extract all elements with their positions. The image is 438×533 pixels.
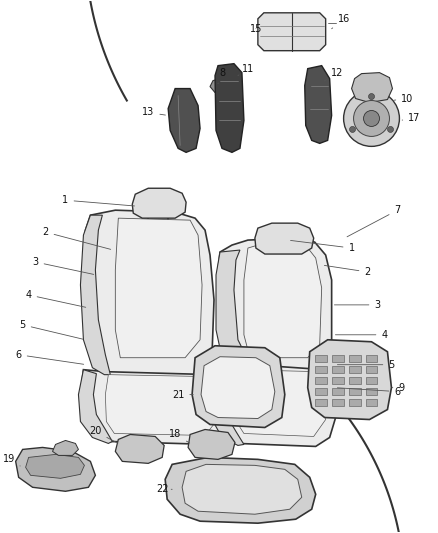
- Polygon shape: [81, 370, 226, 445]
- Circle shape: [388, 126, 393, 132]
- Polygon shape: [215, 63, 244, 152]
- Polygon shape: [165, 457, 316, 523]
- Polygon shape: [332, 366, 343, 373]
- Polygon shape: [366, 377, 378, 384]
- Polygon shape: [349, 377, 360, 384]
- Polygon shape: [115, 434, 164, 463]
- Polygon shape: [332, 387, 343, 394]
- Polygon shape: [352, 72, 392, 102]
- Polygon shape: [16, 447, 95, 491]
- Polygon shape: [314, 355, 327, 362]
- Polygon shape: [210, 78, 226, 93]
- Text: 5: 5: [337, 360, 395, 370]
- Circle shape: [364, 110, 379, 126]
- Polygon shape: [332, 377, 343, 384]
- Text: 19: 19: [3, 455, 20, 466]
- Text: 6: 6: [16, 350, 84, 364]
- Polygon shape: [53, 440, 78, 455]
- Polygon shape: [305, 66, 332, 143]
- Polygon shape: [244, 242, 321, 358]
- Text: 17: 17: [402, 114, 420, 124]
- Text: 1: 1: [290, 240, 355, 253]
- Polygon shape: [314, 377, 327, 384]
- Text: 9: 9: [392, 383, 404, 393]
- Polygon shape: [258, 13, 326, 51]
- Text: 15: 15: [250, 24, 262, 34]
- Polygon shape: [78, 370, 112, 443]
- Polygon shape: [218, 238, 332, 375]
- Polygon shape: [216, 250, 256, 376]
- Circle shape: [353, 101, 389, 136]
- Polygon shape: [168, 88, 200, 152]
- Text: 3: 3: [32, 257, 94, 274]
- Text: 7: 7: [347, 205, 401, 237]
- Text: 2: 2: [42, 227, 111, 249]
- Text: 6: 6: [337, 386, 400, 397]
- Polygon shape: [366, 366, 378, 373]
- Text: 5: 5: [20, 320, 83, 339]
- Polygon shape: [366, 355, 378, 362]
- Polygon shape: [192, 346, 285, 427]
- Text: 4: 4: [336, 330, 388, 340]
- Text: 16: 16: [332, 14, 350, 29]
- Polygon shape: [81, 215, 110, 375]
- Polygon shape: [349, 387, 360, 394]
- Text: 2: 2: [325, 265, 371, 277]
- Text: 3: 3: [335, 300, 381, 310]
- Polygon shape: [234, 370, 326, 437]
- Polygon shape: [314, 366, 327, 373]
- Polygon shape: [366, 387, 378, 394]
- Circle shape: [368, 94, 374, 100]
- Circle shape: [343, 91, 399, 147]
- Polygon shape: [349, 355, 360, 362]
- Text: 10: 10: [394, 93, 413, 103]
- Text: 1: 1: [63, 195, 134, 206]
- Circle shape: [350, 126, 356, 132]
- Polygon shape: [332, 355, 343, 362]
- Text: 13: 13: [142, 108, 166, 117]
- Text: 20: 20: [89, 426, 118, 443]
- Polygon shape: [349, 399, 360, 406]
- Polygon shape: [210, 368, 244, 446]
- Text: 18: 18: [169, 430, 190, 443]
- Polygon shape: [332, 399, 343, 406]
- Polygon shape: [366, 399, 378, 406]
- Polygon shape: [314, 387, 327, 394]
- Polygon shape: [349, 366, 360, 373]
- Polygon shape: [132, 188, 186, 218]
- Polygon shape: [201, 357, 275, 418]
- Polygon shape: [314, 399, 327, 406]
- Text: 8: 8: [218, 68, 225, 84]
- Polygon shape: [308, 340, 392, 419]
- Text: 12: 12: [324, 68, 344, 81]
- Polygon shape: [25, 455, 85, 478]
- Text: 22: 22: [156, 484, 172, 494]
- Text: 11: 11: [238, 63, 254, 76]
- Polygon shape: [115, 218, 202, 358]
- Polygon shape: [82, 210, 214, 379]
- Polygon shape: [182, 464, 302, 514]
- Polygon shape: [212, 365, 336, 447]
- Polygon shape: [106, 375, 216, 435]
- Text: 21: 21: [172, 390, 193, 400]
- Polygon shape: [255, 223, 314, 254]
- Text: 4: 4: [25, 290, 86, 308]
- Polygon shape: [188, 430, 235, 459]
